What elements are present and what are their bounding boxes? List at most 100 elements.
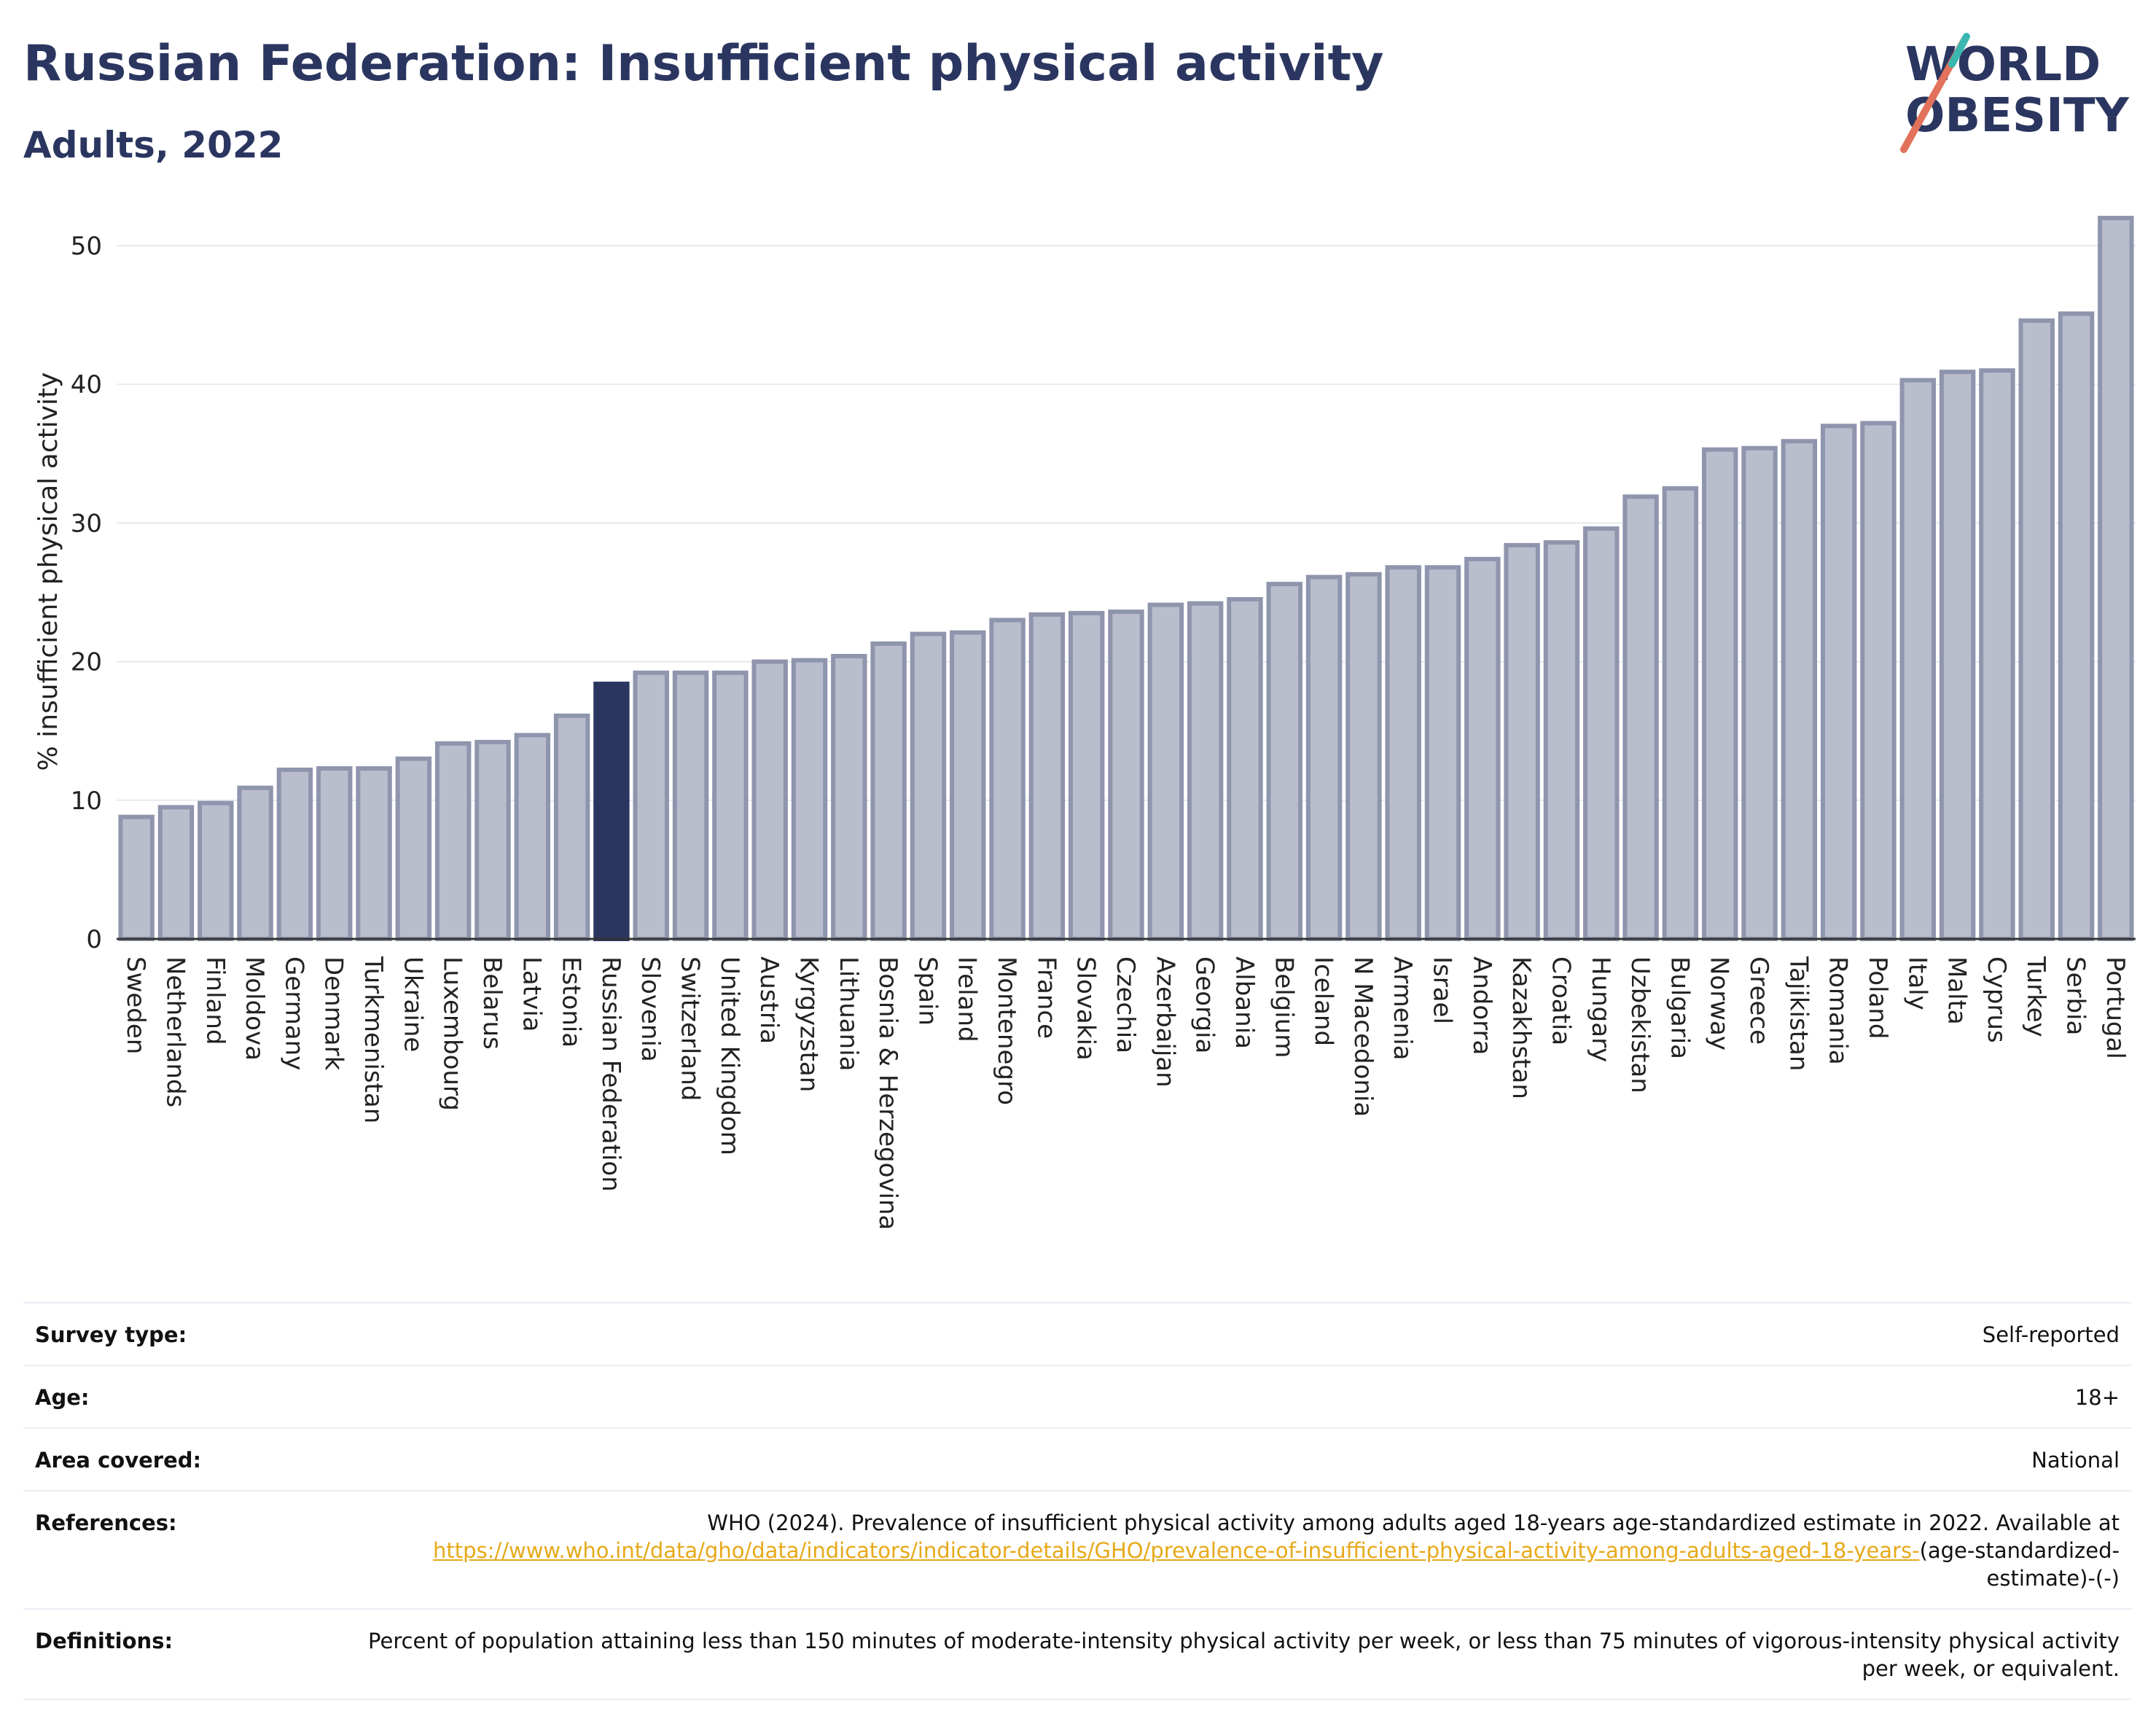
- bar-norway: [1701, 447, 1738, 941]
- bar-serbia: [2058, 311, 2095, 941]
- bar-denmark: [316, 766, 353, 941]
- bar-portugal: [2098, 216, 2134, 941]
- bar-france: [1028, 612, 1066, 941]
- x-tick-label: France: [1031, 956, 1061, 1039]
- info-table: Survey type: Self-reported Age: 18+ Area…: [23, 1302, 2131, 1700]
- references-text: WHO (2024). Prevalence of insufficient p…: [707, 1510, 2120, 1535]
- survey-type-label: Survey type:: [35, 1322, 187, 1347]
- x-tick-label: Kazakhstan: [1507, 956, 1536, 1099]
- x-tick-label: Serbia: [2061, 956, 2090, 1035]
- bar-netherlands: [157, 805, 195, 942]
- bar-belgium: [1266, 582, 1302, 942]
- x-tick-label: Armenia: [1388, 956, 1417, 1061]
- x-tick-label: Czechia: [1111, 956, 1140, 1053]
- x-tick-label: Turkmenistan: [359, 956, 388, 1123]
- references-suffix: (age-standardized-estimate)-(-): [1919, 1538, 2120, 1591]
- bar-finland: [198, 800, 234, 942]
- x-tick-label: Lithuania: [834, 956, 863, 1071]
- x-tick-label: Denmark: [319, 956, 348, 1071]
- bar-united-kingdom: [712, 670, 749, 941]
- x-tick-label: Portugal: [2101, 956, 2130, 1059]
- x-tick-label: Kyrgyzstan: [794, 956, 823, 1092]
- area-value: National: [2031, 1448, 2120, 1473]
- x-tick-label: Greece: [1744, 956, 1773, 1045]
- bar-lithuania: [831, 654, 867, 941]
- bar-romania: [1820, 424, 1857, 941]
- x-tick-label: Georgia: [1190, 956, 1219, 1053]
- info-row-definitions: Definitions: Percent of population attai…: [23, 1610, 2131, 1700]
- bar-belarus: [474, 739, 511, 941]
- y-tick-labels: 0 10 20 30 40 50: [71, 232, 102, 954]
- x-tick-label: United Kingdom: [715, 956, 744, 1155]
- bar-iceland: [1305, 574, 1343, 941]
- bar-malta: [1939, 370, 1976, 941]
- x-tick-label: Romania: [1824, 956, 1853, 1065]
- x-tick-label: Ireland: [953, 956, 982, 1042]
- x-tick-label: Netherlands: [160, 956, 190, 1107]
- x-tick-label: Croatia: [1546, 956, 1575, 1045]
- survey-type-value: Self-reported: [1982, 1322, 2120, 1347]
- x-tick-label: Latvia: [517, 956, 546, 1032]
- x-tick-label: Germany: [279, 956, 308, 1070]
- x-tick-label: Finland: [200, 956, 230, 1045]
- x-tick-label: Albania: [1230, 956, 1259, 1049]
- bar-albania: [1227, 597, 1263, 941]
- bar-moldova: [237, 785, 273, 941]
- x-tick-label: Sweden: [121, 956, 150, 1054]
- y-tick-label: 30: [71, 509, 102, 538]
- x-tick-label: Cyprus: [1982, 956, 2011, 1043]
- bar-russian-federation: [593, 682, 630, 942]
- x-tick-label: Switzerland: [676, 956, 705, 1101]
- bar-slovenia: [633, 670, 669, 941]
- bar-latvia: [514, 733, 551, 942]
- x-tick-label: Hungary: [1586, 956, 1615, 1062]
- x-tick-label: Bulgaria: [1665, 956, 1694, 1059]
- x-tick-label: Russian Federation: [596, 956, 625, 1192]
- bar-turkmenistan: [356, 766, 392, 941]
- bar-cyprus: [1979, 368, 2015, 941]
- x-tick-label: Ukraine: [398, 956, 427, 1052]
- x-tick-label: N Macedonia: [1348, 956, 1378, 1117]
- page-subtitle: Adults, 2022: [23, 124, 284, 166]
- bars: [118, 216, 2134, 942]
- x-tick-label: Spain: [913, 956, 942, 1026]
- x-tick-label: Luxembourg: [438, 956, 467, 1111]
- area-label: Area covered:: [35, 1448, 202, 1473]
- x-tick-label: Slovakia: [1071, 956, 1101, 1061]
- info-row-area: Area covered: National: [23, 1429, 2131, 1492]
- bar-israel: [1424, 565, 1461, 941]
- x-tick-label: Tajikistan: [1784, 956, 1813, 1071]
- age-value: 18+: [2074, 1385, 2120, 1410]
- bar-tajikistan: [1781, 439, 1818, 941]
- bar-turkey: [2018, 318, 2055, 941]
- bar-italy: [1899, 378, 1937, 941]
- bar-czechia: [1108, 609, 1144, 941]
- x-tick-label: Moldova: [240, 956, 269, 1061]
- y-tick-label: 10: [71, 787, 102, 816]
- reference-link[interactable]: https://www.who.int/data/gho/data/indica…: [433, 1538, 1920, 1563]
- x-tick-label: Malta: [1942, 956, 1972, 1025]
- bar-ireland: [950, 630, 986, 942]
- x-tick-label: Austria: [754, 956, 784, 1044]
- bar-bulgaria: [1662, 486, 1699, 941]
- x-tick-label: Uzbekistan: [1625, 956, 1655, 1093]
- x-tick-label: Belgium: [1269, 956, 1298, 1058]
- bar-spain: [910, 631, 947, 941]
- x-tick-label: Andorra: [1467, 956, 1496, 1055]
- x-tick-label: Italy: [1902, 956, 1932, 1010]
- info-row-survey-type: Survey type: Self-reported: [23, 1303, 2131, 1366]
- definitions-label: Definitions:: [35, 1629, 173, 1653]
- x-tick-label: Montenegro: [992, 956, 1021, 1105]
- bar-kyrgyzstan: [791, 658, 828, 941]
- y-tick-label: 20: [71, 648, 102, 677]
- x-tick-label: Israel: [1428, 956, 1457, 1024]
- bar-slovakia: [1068, 611, 1105, 941]
- x-tick-label: Norway: [1705, 956, 1734, 1050]
- bar-chart: 0 10 20 30 40 50 Sweden Netherlands Finland Mold…: [34, 216, 2136, 1230]
- bar-bosnia-herzegovina: [870, 641, 907, 942]
- bar-austria: [751, 659, 788, 941]
- bar-n-macedonia: [1345, 572, 1382, 941]
- bar-croatia: [1543, 540, 1580, 941]
- bar-georgia: [1187, 601, 1224, 941]
- bar-ukraine: [395, 756, 432, 942]
